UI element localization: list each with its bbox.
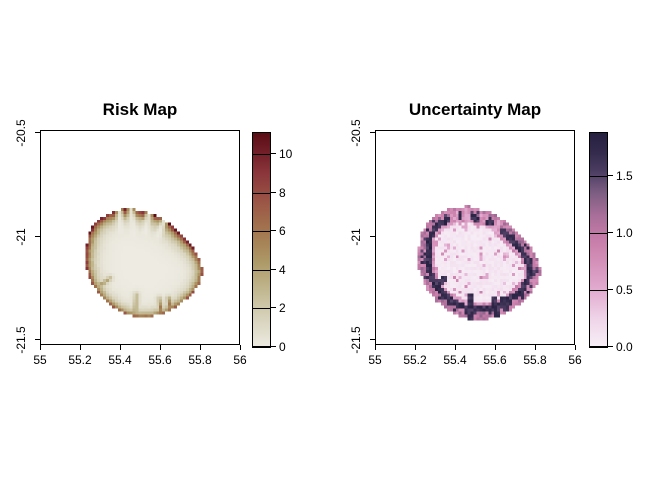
y-tick-label: -21.5 xyxy=(14,326,28,354)
colorbar-tick-line xyxy=(253,193,270,194)
x-tick-mark xyxy=(415,345,416,350)
colorbar-tick-label: 0.5 xyxy=(616,283,633,298)
y-tick-mark xyxy=(35,132,40,133)
colorbar-tick-line xyxy=(590,290,607,291)
y-tick-label: -21 xyxy=(349,227,363,246)
x-tick-label: 55.4 xyxy=(108,353,132,367)
x-tick-label: 55.8 xyxy=(188,353,212,367)
colorbar-tick-line xyxy=(253,346,270,347)
colorbar-tick-label: 10 xyxy=(279,147,293,162)
colorbar-gradient xyxy=(590,133,607,347)
x-tick-label: 55.2 xyxy=(403,353,427,367)
colorbar-tick-mark xyxy=(271,307,276,309)
colorbar-gradient xyxy=(253,133,270,347)
y-tick-mark xyxy=(370,132,375,133)
y-tick-label: -21 xyxy=(14,227,28,246)
x-tick-mark xyxy=(120,345,121,350)
colorbar-tick-label: 0 xyxy=(279,340,286,354)
x-tick-mark xyxy=(455,345,456,350)
y-tick-mark xyxy=(35,235,40,237)
y-tick-label: -20.5 xyxy=(349,119,363,147)
colorbar-tick-mark xyxy=(271,153,276,155)
colorbar xyxy=(589,132,608,348)
colorbar-tick-mark xyxy=(271,346,276,347)
colorbar-tick-label: 2 xyxy=(279,301,286,316)
uncertainty-raster-image xyxy=(376,131,574,344)
x-tick-label: 55.8 xyxy=(523,353,547,367)
colorbar-tick-line xyxy=(590,176,607,177)
risk-raster-image xyxy=(41,131,239,344)
uncertainty-map-plot-area xyxy=(375,130,575,345)
colorbar-tick-line xyxy=(590,233,607,234)
x-tick-mark xyxy=(495,345,496,350)
x-tick-label: 55 xyxy=(33,353,47,367)
colorbar-tick-mark xyxy=(271,230,276,232)
risk-map-plot-area xyxy=(40,130,240,345)
y-tick-mark xyxy=(370,235,375,237)
x-tick-label: 55.6 xyxy=(483,353,507,367)
colorbar-tick-mark xyxy=(608,232,613,234)
x-tick-label: 56 xyxy=(233,353,247,367)
colorbar-tick-mark xyxy=(608,346,613,347)
x-tick-label: 55.4 xyxy=(443,353,467,367)
y-tick-mark xyxy=(370,339,375,340)
y-tick-label: -20.5 xyxy=(14,119,28,147)
colorbar-tick-line xyxy=(253,154,270,155)
colorbar-tick-label: 0.0 xyxy=(616,340,633,354)
colorbar-tick-line xyxy=(253,231,270,232)
x-tick-label: 56 xyxy=(568,353,582,367)
x-tick-mark xyxy=(575,345,576,350)
colorbar-tick-mark xyxy=(271,268,276,270)
x-tick-mark xyxy=(375,345,376,350)
colorbar-tick-label: 1.5 xyxy=(616,169,633,184)
colorbar-tick-label: 1.0 xyxy=(616,226,633,241)
x-tick-mark xyxy=(80,345,81,350)
uncertainty-map-title: Uncertainty Map xyxy=(408,100,542,119)
x-tick-mark xyxy=(535,345,536,350)
x-tick-label: 55 xyxy=(368,353,382,367)
colorbar-tick-mark xyxy=(608,289,613,291)
colorbar-tick-line xyxy=(253,270,270,271)
colorbar-tick-line xyxy=(253,308,270,309)
colorbar-tick-label: 4 xyxy=(279,262,286,277)
colorbar xyxy=(252,132,271,348)
y-tick-mark xyxy=(35,339,40,340)
x-tick-label: 55.6 xyxy=(148,353,172,367)
x-tick-mark xyxy=(200,345,201,350)
colorbar-tick-line xyxy=(590,346,607,347)
x-tick-label: 55.2 xyxy=(68,353,92,367)
colorbar-tick-mark xyxy=(271,191,276,193)
colorbar-tick-mark xyxy=(608,175,613,177)
x-tick-mark xyxy=(240,345,241,350)
x-tick-mark xyxy=(160,345,161,350)
x-tick-mark xyxy=(40,345,41,350)
y-tick-label: -21.5 xyxy=(349,326,363,354)
risk-map-title: Risk Map xyxy=(102,100,178,119)
colorbar-tick-label: 6 xyxy=(279,224,286,239)
colorbar-tick-label: 8 xyxy=(279,185,286,200)
